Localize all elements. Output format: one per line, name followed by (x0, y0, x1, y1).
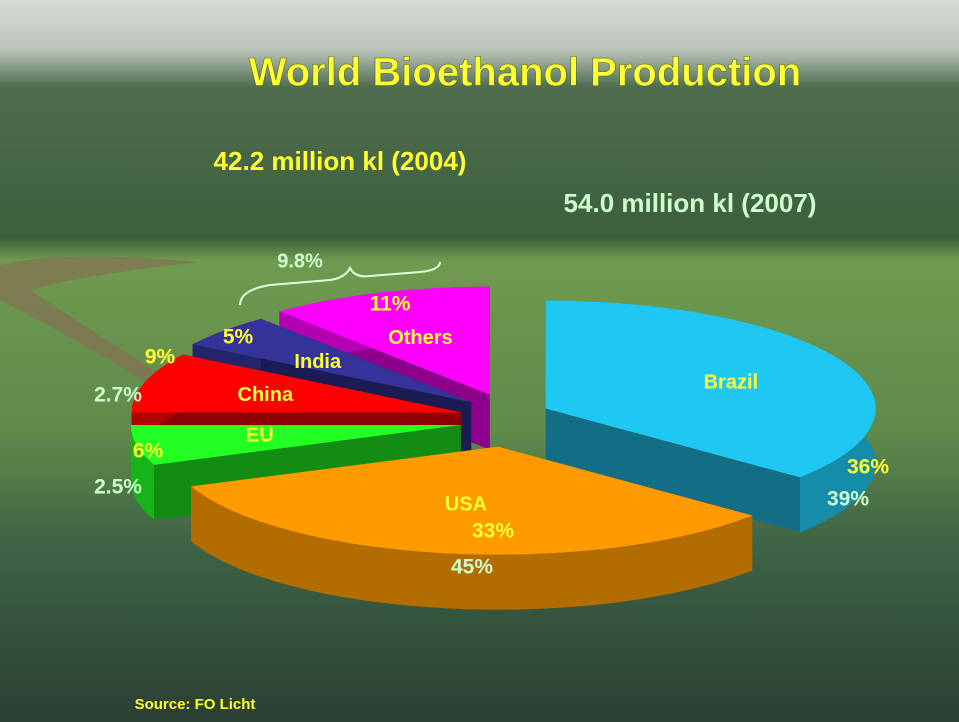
value-label: 6% (133, 440, 164, 463)
legend-entry: 54.0 million kl (2007) (564, 188, 817, 218)
page: World Bioethanol Production 42.2 million… (0, 0, 959, 722)
value-label: 2.5% (94, 476, 142, 499)
value-label: 39% (827, 488, 869, 511)
value-label: 2.7% (94, 384, 142, 407)
legend-entry: 42.2 million kl (2004) (214, 146, 467, 176)
chart: World Bioethanol Production 42.2 million… (0, 0, 959, 722)
chart-title: World Bioethanol Production (249, 51, 802, 95)
value-label: 9% (145, 346, 176, 369)
value-label: 45% (451, 556, 493, 579)
slice-label: EU (246, 424, 274, 446)
slice-label: China (238, 384, 294, 406)
value-label: 5% (223, 326, 254, 349)
slice-label: USA (445, 494, 487, 516)
value-label: 36% (847, 456, 889, 479)
source: Source: FO Licht (135, 696, 256, 713)
slice-label: India (294, 351, 342, 373)
slice-label: Brazil (704, 371, 758, 393)
slice-label: Others (388, 327, 452, 349)
value-label: 11% (370, 293, 411, 316)
bracket-label: 9.8% (277, 250, 323, 272)
value-label: 33% (472, 520, 514, 543)
